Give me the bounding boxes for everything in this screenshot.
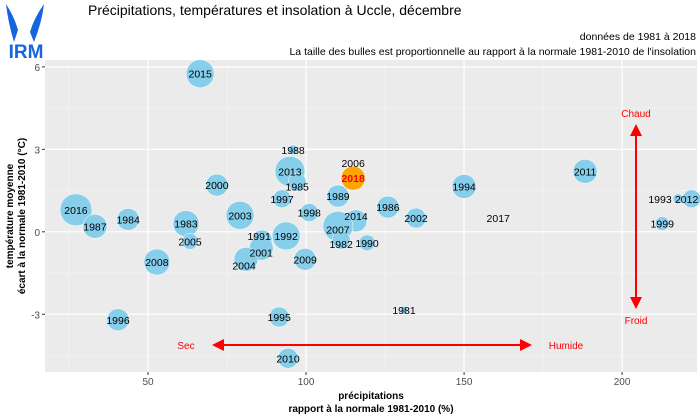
bubble-year-label: 2017	[487, 213, 511, 225]
bubble	[299, 203, 319, 222]
bubble	[331, 230, 351, 250]
y-tick-label: -3	[31, 310, 40, 321]
bubble-year-label: 2005	[178, 236, 202, 248]
bubble	[205, 173, 229, 197]
x-tick-label: 150	[456, 377, 473, 388]
bubble-year-label: 2011	[574, 166, 597, 178]
bubble-year-label: 2008	[145, 257, 169, 269]
bubble-year-label: 1998	[298, 208, 322, 220]
bubble	[59, 193, 93, 227]
bubble-year-label: 1986	[376, 202, 400, 214]
bubble	[116, 208, 140, 231]
bubble-year-label: 2013	[278, 166, 302, 178]
dry-label: Sec	[177, 341, 194, 352]
bubble-year-label: 1987	[83, 221, 107, 233]
chart-subtitle-period: données de 1981 à 2018	[579, 31, 696, 43]
bubble-year-label: 2001	[249, 247, 273, 259]
bubble	[143, 248, 171, 276]
irm-logo: IRM	[6, 4, 44, 60]
bubble-year-label: 1994	[452, 181, 476, 193]
bubble-year-label: 1999	[651, 219, 675, 231]
bubble	[287, 173, 307, 192]
bubble-year-label: 2018	[341, 173, 365, 185]
plot-panel	[45, 60, 697, 372]
bubble-year-label: 1993	[648, 194, 672, 206]
bubble-year-label: 1997	[270, 194, 294, 206]
bubble-year-label: 2014	[344, 211, 368, 223]
bubble-year-label: 1988	[281, 145, 305, 157]
chart-title: Précipitations, températures et insolati…	[88, 2, 462, 18]
bubble-year-label: 2006	[341, 158, 365, 170]
bubble-year-label: 2009	[293, 254, 317, 266]
bubble	[293, 248, 317, 271]
warm-label: Chaud	[621, 109, 650, 120]
x-axis-subtitle: rapport à la normale 1981-2010 (%)	[288, 404, 453, 415]
y-axis-subtitle: écart à la normale 1981-2010 (°C)	[17, 138, 28, 294]
chart-subtitle-bubble-note: La taille des bulles est proportionnelle…	[289, 46, 696, 58]
x-tick-label: 100	[298, 377, 315, 388]
bubble	[682, 189, 700, 209]
bubble	[376, 195, 400, 219]
bubble	[451, 174, 477, 199]
bubble-year-label: 1995	[268, 312, 292, 324]
x-tick-label: 200	[614, 377, 631, 388]
x-tick-label: 50	[142, 377, 154, 388]
bubble	[358, 234, 376, 252]
bubble-year-label: 1991	[247, 231, 271, 243]
y-tick-label: 6	[34, 63, 40, 74]
y-tick-label: 0	[34, 228, 40, 239]
bubble-year-label: 1982	[329, 239, 353, 251]
wet-label: Humide	[549, 341, 584, 352]
bubble-year-label: 1992	[274, 231, 298, 243]
bubble-year-label: 2004	[232, 260, 256, 272]
bubble-year-label: 1990	[355, 238, 379, 250]
bubble	[572, 159, 598, 184]
bubble	[225, 201, 255, 230]
bubble-year-label: 1985	[286, 181, 310, 193]
bubble	[268, 306, 290, 328]
bubble	[271, 221, 301, 251]
y-tick-label: 3	[34, 145, 40, 156]
bubble	[272, 189, 292, 209]
bubble-year-label: 1984	[116, 214, 140, 226]
bubble-year-label: 2010	[276, 353, 300, 365]
bubble-year-label: 1989	[326, 191, 350, 203]
bubble	[399, 305, 409, 315]
bubble	[233, 247, 259, 272]
bubble	[277, 348, 299, 369]
bubble-highlight	[340, 165, 366, 191]
bubble	[326, 184, 350, 208]
bubble	[405, 207, 427, 229]
cold-label: Froid	[625, 316, 648, 327]
bubble-year-label: 2003	[228, 210, 252, 222]
bubble	[654, 216, 670, 231]
bubble-year-label: 1996	[106, 315, 130, 327]
y-axis-title: température moyenne	[5, 163, 16, 268]
bubble	[185, 59, 215, 88]
bubble-year-label: 2012	[675, 194, 699, 206]
bubble	[287, 144, 299, 156]
bubble-year-label: 2007	[326, 224, 350, 236]
bubble-year-label: 2015	[188, 69, 212, 81]
bubble	[106, 308, 130, 332]
bubble	[82, 214, 108, 239]
bubble-year-label: 1983	[174, 219, 198, 231]
bubble	[181, 233, 199, 250]
svg-text:IRM: IRM	[9, 42, 44, 60]
bubble-year-label: 2016	[64, 205, 88, 217]
bubble-year-label: 2000	[205, 180, 229, 192]
bubble-year-label: 1981	[392, 305, 416, 317]
x-axis-title: précipitations	[338, 391, 404, 402]
bubble-year-label: 2002	[404, 213, 428, 225]
